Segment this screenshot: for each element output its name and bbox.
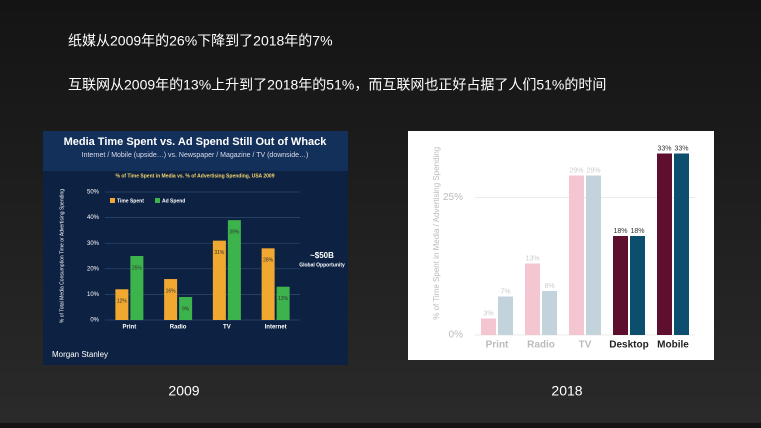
data-label: 25%: [132, 265, 143, 271]
x-tick-label: Radio: [170, 325, 187, 331]
bar: [542, 291, 557, 335]
bar: [630, 236, 645, 335]
data-label: 29%: [569, 167, 583, 174]
data-label: 13%: [278, 296, 289, 302]
x-tick-label: Desktop: [609, 340, 648, 351]
y-axis-label: % of Total Media Consumption Time or Adv…: [59, 189, 65, 323]
y-axis-label: % of Time Spent in Media / Advertising S…: [432, 147, 441, 320]
headline: 互联网从2009年的13%上升到了2018年的51%，而互联网也正好占据了人们5…: [68, 77, 606, 93]
bar: [498, 296, 513, 335]
chart-header: [43, 131, 348, 171]
bar: [227, 220, 241, 320]
legend-label: Time Spent: [117, 198, 144, 204]
bar: [115, 289, 129, 320]
annotation: ~$50B: [310, 251, 334, 260]
legend-swatch: [110, 198, 115, 203]
data-label: 18%: [630, 228, 644, 235]
y-tick-label: 25%: [443, 192, 463, 203]
data-label: 12%: [117, 299, 128, 305]
bar: [569, 175, 584, 335]
y-tick-label: 0%: [449, 330, 464, 341]
data-label: 7%: [500, 288, 510, 295]
x-tick-label: Print: [486, 340, 509, 351]
y-tick-label: 0%: [90, 318, 99, 324]
data-label: 28%: [263, 258, 274, 264]
bar: [657, 153, 672, 335]
data-label: 16%: [166, 288, 177, 294]
data-label: 9%: [182, 306, 190, 312]
bar: [525, 263, 540, 335]
headline: 纸媒从2009年的26%下降到了2018年的7%: [68, 33, 333, 49]
caption: 2018: [551, 383, 582, 399]
legend-swatch: [155, 198, 160, 203]
y-tick-label: 40%: [87, 215, 100, 221]
data-label: 8%: [544, 283, 554, 290]
y-tick-label: 30%: [87, 241, 100, 247]
x-tick-label: Internet: [265, 325, 287, 331]
bar: [481, 318, 496, 335]
chart-subtitle: Internet / Mobile (upside…) vs. Newspape…: [82, 152, 309, 159]
y-tick-label: 50%: [87, 190, 100, 196]
data-label: 29%: [586, 167, 600, 174]
legend-label: Ad Spend: [162, 198, 185, 204]
bar: [586, 175, 601, 335]
bar: [674, 153, 689, 335]
bar: [164, 279, 178, 320]
source: Morgan Stanley: [52, 350, 108, 359]
bar: [261, 248, 275, 320]
x-tick-label: TV: [579, 340, 592, 351]
x-tick-label: Print: [123, 325, 137, 331]
bar: [613, 236, 628, 335]
bar: [276, 286, 290, 320]
data-label: 3%: [483, 310, 493, 317]
data-label: 33%: [674, 145, 688, 152]
plot-title: % of Time Spent in Media vs. % of Advert…: [115, 173, 274, 179]
data-label: 13%: [525, 255, 539, 262]
x-tick-label: Radio: [527, 340, 555, 351]
x-tick-label: Mobile: [657, 340, 689, 351]
y-tick-label: 10%: [87, 292, 100, 298]
bar: [179, 296, 193, 320]
bar: [130, 256, 144, 320]
annotation: Global Opportunity: [299, 262, 345, 268]
data-label: 33%: [657, 145, 671, 152]
chart-title: Media Time Spent vs. Ad Spend Still Out …: [64, 136, 328, 148]
data-label: 31%: [214, 250, 225, 256]
x-tick-label: TV: [223, 325, 231, 331]
bar: [212, 240, 226, 320]
caption: 2009: [168, 383, 199, 399]
data-label: 18%: [613, 228, 627, 235]
data-label: 39%: [229, 229, 240, 235]
y-tick-label: 20%: [87, 266, 100, 272]
